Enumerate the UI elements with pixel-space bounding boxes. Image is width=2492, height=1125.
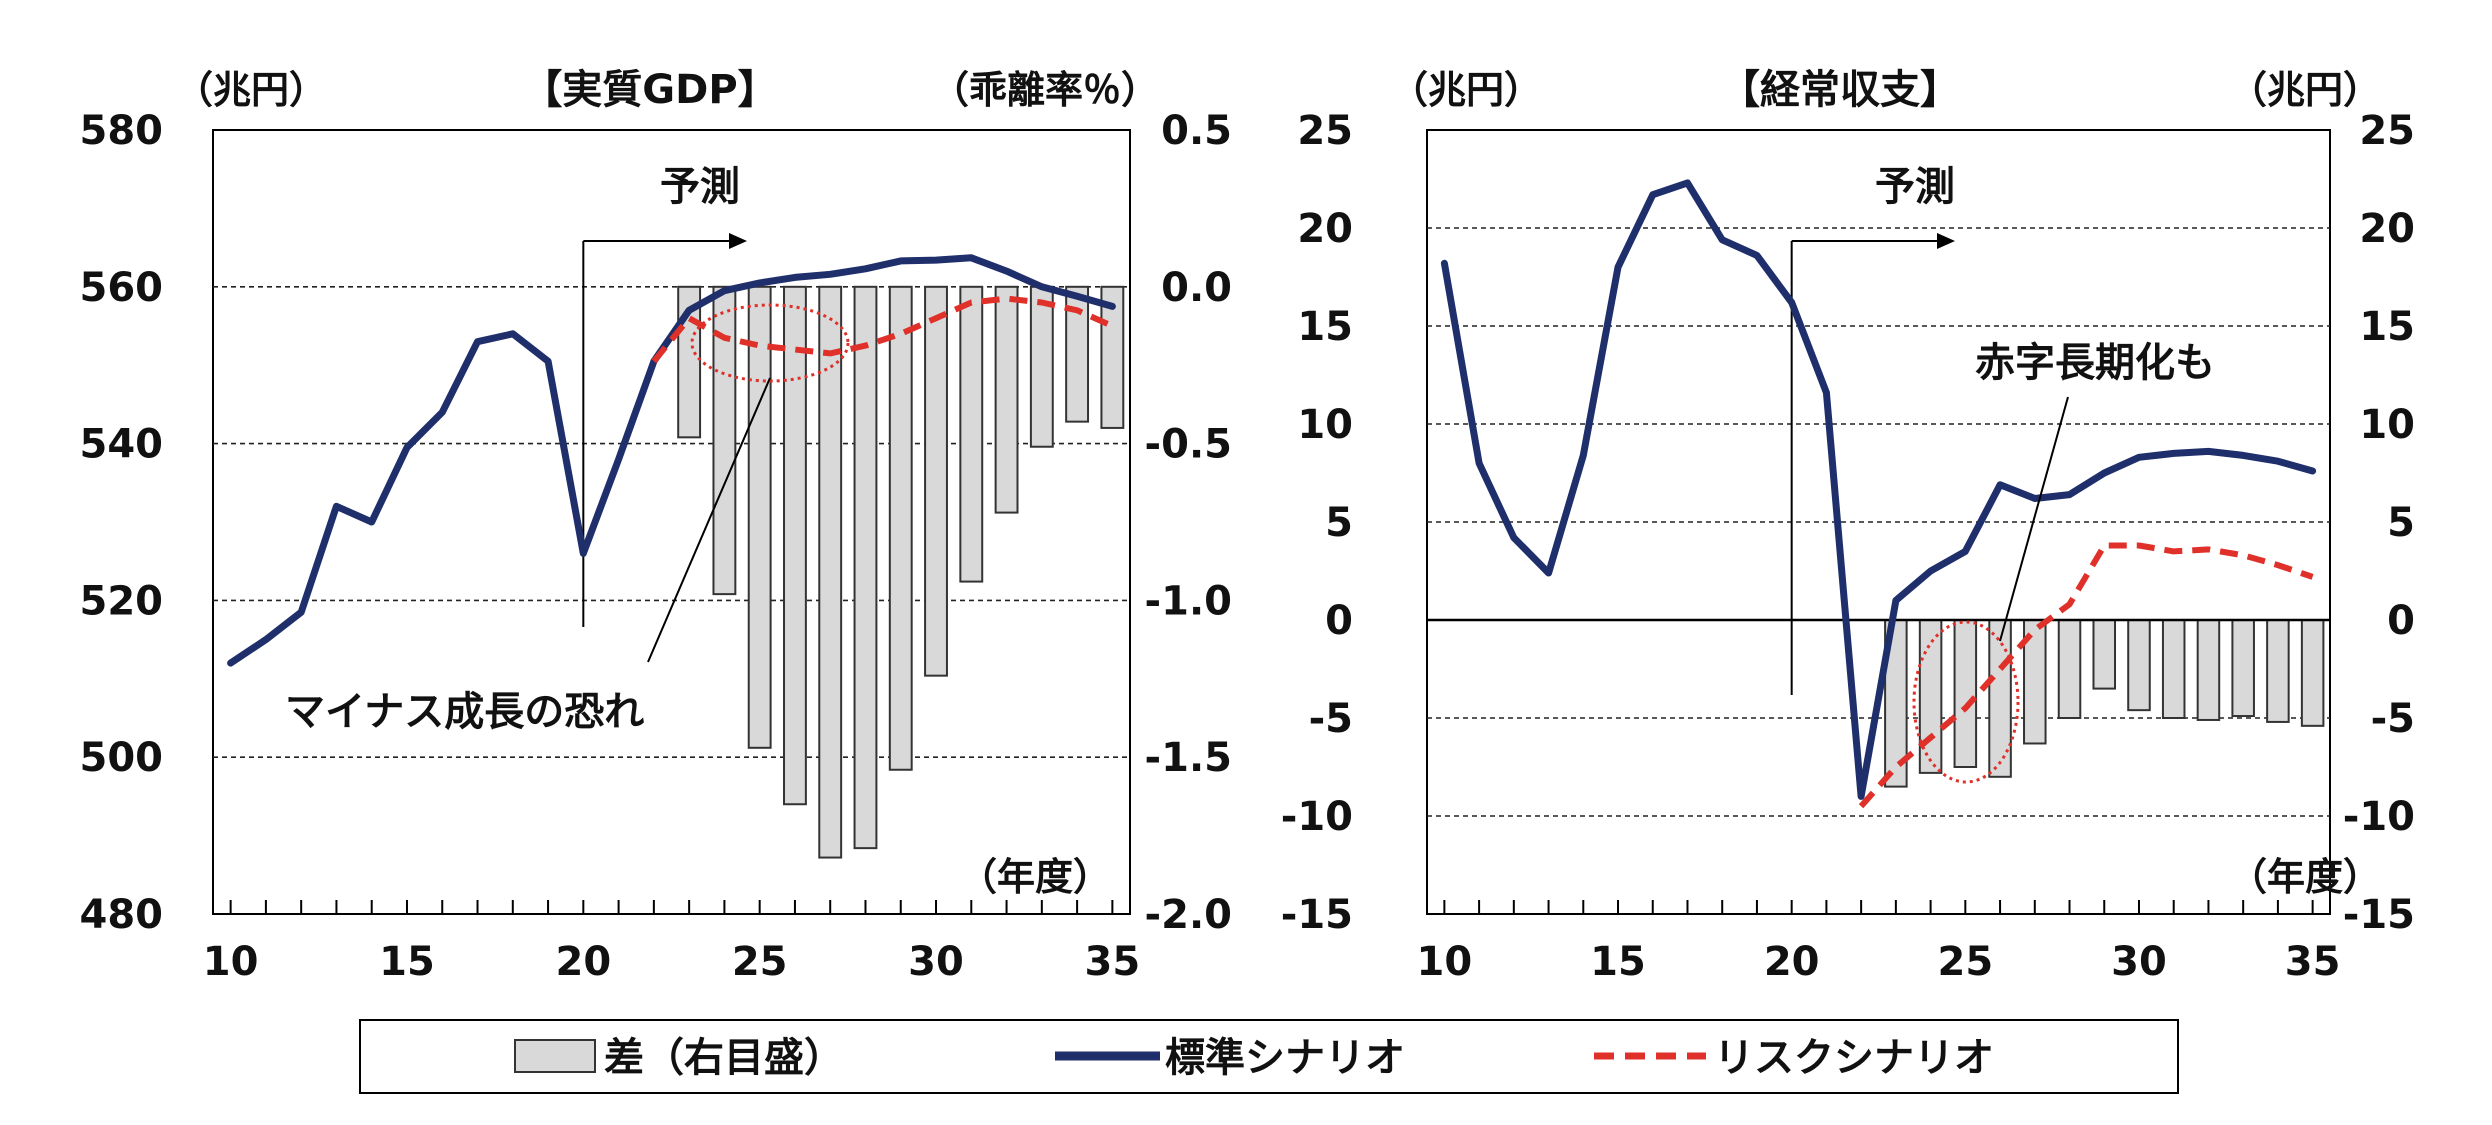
y-tick-label-right: -1.0: [1145, 578, 1232, 624]
x-tick-label: 10: [1417, 939, 1473, 985]
y-tick-label-left: 580: [80, 108, 164, 154]
legend-standard-label: 標準シナリオ: [1165, 1035, 1405, 1081]
forecast-label: 予測: [1875, 164, 1955, 210]
y-tick-label-right: 20: [2359, 206, 2415, 252]
y-tick-label-right: 0: [2387, 598, 2415, 644]
y-tick-label-right: 10: [2359, 402, 2415, 448]
bar: [2161, 619, 2186, 719]
x-tick-label: 10: [203, 939, 259, 985]
annotation-pointer: [647, 377, 771, 663]
y-tick-label-right: 15: [2359, 304, 2415, 350]
y-tick-label-right: 0.0: [1161, 265, 1232, 311]
x-tick-label: 25: [732, 939, 788, 985]
y-tick-label-left: 520: [80, 578, 164, 624]
y-tick-label-left: -5: [1309, 696, 1353, 742]
bar: [2196, 619, 2221, 721]
y-axis-unit-left: （兆円）: [175, 68, 327, 112]
y-tick-label-right: -2.0: [1145, 892, 1232, 938]
forecast-label: 予測: [660, 164, 740, 210]
bar: [2127, 619, 2151, 712]
y-tick-label-right: -1.5: [1145, 735, 1232, 781]
bar: [1918, 619, 1943, 774]
x-axis-label: （年度）: [959, 855, 1111, 899]
x-tick-label: 15: [1590, 939, 1646, 985]
plot-area: [212, 129, 1131, 915]
legend-box: [359, 1019, 2179, 1094]
highlight-ellipse: [1912, 620, 2020, 784]
bar: [2092, 619, 2117, 690]
annotation-label: 赤字長期化も: [1975, 340, 2215, 386]
annotation-label: マイナス成長の恐れ: [285, 689, 644, 735]
y-tick-label-left: 0: [1325, 598, 1353, 644]
y-tick-label-right: 0.5: [1161, 108, 1232, 154]
y-tick-label-left: 25: [1297, 108, 1353, 154]
forecast-arrow-head: [1937, 233, 1955, 249]
y-tick-label-left: 500: [80, 735, 164, 781]
y-tick-label-left: 20: [1297, 206, 1353, 252]
bar: [853, 285, 878, 850]
bar: [2057, 619, 2082, 719]
y-tick-label-right: -10: [2343, 794, 2415, 840]
bar: [1029, 285, 1054, 448]
bar: [818, 285, 843, 859]
bar: [888, 285, 913, 771]
y-axis-unit-right: （乖離率％）: [931, 68, 1159, 112]
bar: [2231, 619, 2255, 718]
bar: [747, 285, 772, 749]
y-tick-label-right: 25: [2359, 108, 2415, 154]
y-axis-unit-right: （兆円）: [2229, 68, 2381, 112]
legend: 差（右目盛） 標準シナリオ リスクシナリオ: [359, 1019, 2179, 1094]
bar: [994, 285, 1019, 514]
y-tick-label-left: 15: [1297, 304, 1353, 350]
x-axis-label: （年度）: [2229, 855, 2381, 899]
y-axis-unit-left: （兆円）: [1390, 68, 1542, 112]
forecast-arrow-head: [729, 233, 747, 249]
x-tick-label: 30: [2111, 939, 2167, 985]
chart-title: 【実質GDP】: [522, 67, 777, 113]
y-tick-label-right: -5: [2371, 696, 2415, 742]
bar: [1065, 285, 1090, 423]
x-tick-label: 35: [1085, 939, 1141, 985]
y-tick-label-left: 5: [1325, 500, 1353, 546]
x-tick-label: 15: [379, 939, 435, 985]
bar: [1988, 619, 2012, 778]
bar: [959, 285, 984, 583]
legend-bar-swatch: [514, 1039, 596, 1073]
x-tick-label: 30: [908, 939, 964, 985]
bar: [2266, 619, 2290, 723]
bar: [1953, 619, 1978, 768]
y-tick-label-left: -10: [1281, 794, 1353, 840]
standard-scenario-line: [1440, 179, 2317, 800]
x-tick-label: 20: [1764, 939, 1820, 985]
bar: [712, 285, 737, 596]
y-tick-label-left: 10: [1297, 402, 1353, 448]
y-tick-label-left: 480: [80, 892, 164, 938]
x-tick-label: 35: [2285, 939, 2341, 985]
legend-bar-label: 差（右目盛）: [604, 1035, 844, 1081]
y-tick-label-left: -15: [1281, 892, 1353, 938]
y-tick-label-right: 5: [2387, 500, 2415, 546]
x-tick-label: 20: [555, 939, 611, 985]
legend-risk-label: リスクシナリオ: [1714, 1035, 1994, 1081]
annotation-pointer: [1999, 396, 2069, 642]
bar: [783, 285, 807, 806]
risk-scenario-line: [1858, 542, 2314, 809]
y-tick-label-left: 560: [80, 265, 164, 311]
y-tick-label-right: -15: [2343, 892, 2415, 938]
bar: [924, 285, 948, 677]
bar: [2300, 619, 2325, 727]
risk-scenario-line: [651, 295, 1114, 364]
y-tick-label-left: 540: [80, 422, 164, 468]
y-tick-label-right: -0.5: [1145, 422, 1232, 468]
highlight-ellipse: [690, 303, 850, 383]
chart-title: 【経常収支】: [1720, 67, 1960, 113]
x-tick-label: 25: [1937, 939, 1993, 985]
